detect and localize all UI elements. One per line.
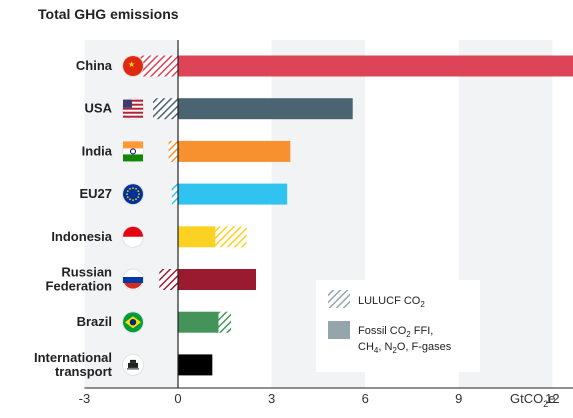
category-label: International transport [34,350,113,379]
bar-lulucf [171,183,178,205]
bar-lulucf [218,311,232,333]
grid-band [84,40,178,388]
brazil-flag [122,311,144,334]
bar-lulucf [159,269,178,290]
bar-lulucf [168,140,178,162]
bar-fossil [178,311,219,333]
bar-lulucf [140,55,178,77]
x-tick-label: -3 [79,391,91,406]
eu-flag [122,183,144,206]
chart-title: Total GHG emissions [38,6,179,22]
china-flag: ★ [122,55,144,77]
bar-fossil [178,98,353,120]
legend-label-lulucf: LULUCF CO2 [358,295,425,309]
bar-lulucf [215,226,247,248]
bar-lulucf [153,98,178,120]
bar-fossil [178,354,213,376]
legend-label-fossil: CH4, N2O, F-gases [358,341,452,355]
svg-text:★: ★ [128,60,135,69]
ship-icon [122,353,144,376]
x-tick-label: 9 [455,391,462,406]
india-flag [122,140,144,163]
category-label: EU27 [79,186,112,201]
x-tick-label: 0 [174,391,181,406]
category-label: USA [85,101,113,116]
category-label: India [82,143,113,158]
bar-fossil [178,226,216,248]
russia-flag [122,268,144,291]
category-labels: China USA India EU27 Indonesia Russian Federat… [34,58,113,379]
grid-band [552,40,573,388]
bar-fossil [178,183,288,205]
bar-fossil [178,140,291,162]
bar-fossil [178,269,256,290]
indonesia-flag [122,225,144,248]
legend-swatch-fossil [328,321,350,339]
usa-flag [122,97,144,120]
grid-band [178,40,272,388]
x-axis-unit: GtCO2e [510,391,555,409]
category-label: Brazil [77,314,112,329]
category-label: China [76,58,113,73]
category-label: Indonesia [51,229,112,244]
x-tick-label: 12 [545,391,559,406]
x-tick-label: 3 [268,391,275,406]
legend-swatch-lulucf [328,290,350,308]
bars-group [140,55,573,376]
x-axis: -303691215GtCO2e [79,40,573,409]
x-tick-label: 6 [362,391,369,406]
flags-group: ★ [122,55,144,376]
bar-fossil [178,55,573,77]
category-label: Russian Federation [46,265,113,294]
legend: LULUCF CO2 Fossil CO2 FFI, CH4, N2O, F-gas… [316,280,480,372]
legend-label-fossil: Fossil CO2 FFI, [358,325,433,339]
